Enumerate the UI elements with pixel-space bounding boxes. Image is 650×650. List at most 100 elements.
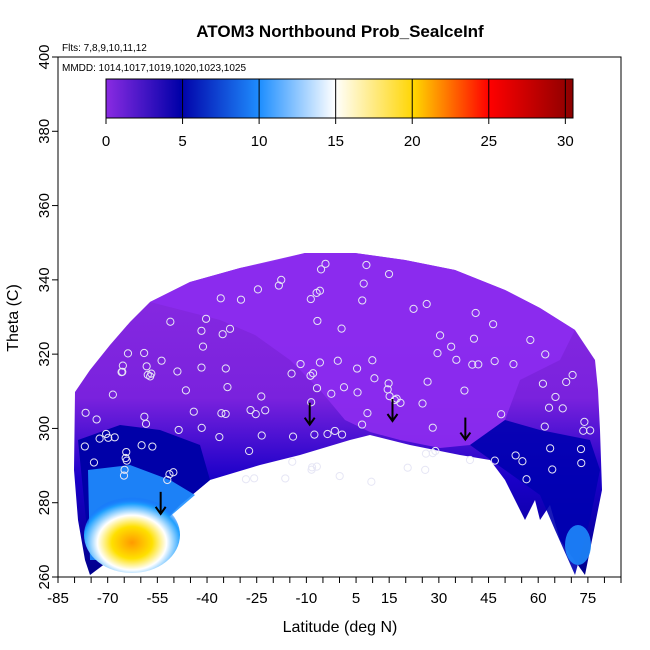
observation-marker [544, 403, 554, 412]
observation-marker [362, 260, 371, 270]
observation-marker [245, 446, 254, 456]
colorbar-tick-label: 25 [480, 133, 497, 150]
observation-marker [522, 475, 531, 484]
observation-marker [122, 447, 131, 457]
observation-marker [509, 360, 518, 369]
observation-marker [119, 471, 129, 480]
observation-marker [173, 367, 182, 376]
x-tick-label: 60 [530, 590, 547, 607]
observation-marker [307, 463, 317, 472]
observation-marker [580, 417, 589, 427]
observation-marker [174, 425, 183, 435]
colorbar-tick-label: 30 [557, 133, 574, 150]
x-axis-label: Latitude (deg N) [283, 619, 398, 636]
observation-marker [383, 385, 392, 394]
observation-marker [225, 324, 235, 333]
observation-marker [92, 415, 101, 424]
observation-marker [337, 430, 347, 439]
observation-marker [143, 370, 152, 379]
probability-field [74, 253, 602, 575]
observation-marker [104, 433, 113, 442]
observation-marker [241, 475, 251, 484]
arrow-marker [459, 417, 472, 442]
observation-marker [141, 419, 151, 428]
colorbar-tick-label: 20 [404, 133, 421, 150]
y-tick-label: 360 [36, 193, 53, 218]
observation-marker [310, 430, 319, 439]
observation-marker [257, 392, 266, 401]
observation-marker [551, 392, 560, 402]
observation-marker [181, 386, 190, 395]
observation-marker [497, 410, 506, 419]
observation-marker [165, 470, 174, 479]
observation-marker [251, 410, 260, 419]
observation-marker [384, 379, 393, 388]
observation-marker [216, 294, 225, 303]
observation-marker [558, 404, 567, 413]
observation-marker [80, 442, 89, 451]
observation-marker [489, 320, 498, 329]
observation-marker [120, 465, 129, 474]
observation-marker [421, 465, 430, 474]
x-tick-label: 15 [381, 590, 398, 607]
observation-marker [423, 377, 432, 386]
hotspot [84, 497, 180, 573]
north-cyan-spot [565, 525, 591, 565]
observation-marker [281, 474, 290, 483]
colorbar-gradient [105, 78, 574, 119]
observation-marker [562, 377, 571, 387]
observation-marker [335, 471, 344, 481]
observation-marker [526, 335, 535, 345]
y-tick-label: 300 [36, 416, 53, 441]
colorbar-tick-label: 10 [251, 133, 268, 150]
observation-marker [452, 355, 461, 364]
x-tick-label: -55 [147, 590, 169, 607]
observation-marker [352, 364, 362, 373]
observation-marker [418, 399, 427, 408]
observation-marker [261, 406, 270, 415]
observation-marker [490, 356, 499, 366]
observation-marker [579, 426, 588, 435]
light-purple-region [150, 253, 575, 448]
observation-marker [339, 383, 349, 392]
observation-marker [327, 389, 336, 398]
arrow-marker [154, 491, 167, 516]
observation-marker [540, 422, 549, 431]
observation-marker [221, 364, 230, 373]
observation-marker [140, 348, 149, 358]
arrow-marker [303, 402, 316, 427]
observation-marker [312, 384, 322, 393]
observation-marker [257, 431, 266, 440]
colorbar: 0 5 10 15 20 25 30 [102, 78, 574, 150]
observation-marker [315, 358, 325, 367]
observation-marker [189, 407, 198, 416]
observation-marker [118, 361, 127, 370]
y-tick-label: 380 [36, 119, 53, 144]
observation-marker [163, 475, 172, 485]
colorbar-tick-label: 5 [178, 133, 186, 150]
flights-annotation: Flts: 7,8,9,10,11,12 [62, 43, 147, 54]
observation-marker [546, 444, 555, 453]
observation-marker [197, 326, 206, 335]
colorbar-tick-label: 0 [102, 133, 110, 150]
observation-marker [250, 474, 259, 483]
observation-marker [465, 455, 475, 465]
observation-marker [223, 382, 232, 392]
observation-marker [253, 285, 263, 294]
observation-marker [274, 281, 283, 290]
observation-marker [435, 331, 445, 340]
observation-marker [142, 362, 151, 371]
observation-marker [337, 324, 346, 333]
observation-marker [201, 314, 211, 323]
observation-marker [306, 294, 315, 304]
observation-marker [148, 442, 157, 451]
observation-markers [80, 259, 595, 486]
observation-marker [431, 446, 440, 456]
observation-marker [306, 371, 315, 380]
observation-marker [287, 369, 296, 378]
observation-marker [330, 426, 339, 436]
y-axis-label: Theta (C) [5, 284, 22, 352]
observation-marker [110, 433, 119, 442]
x-tick-label: 30 [431, 590, 448, 607]
